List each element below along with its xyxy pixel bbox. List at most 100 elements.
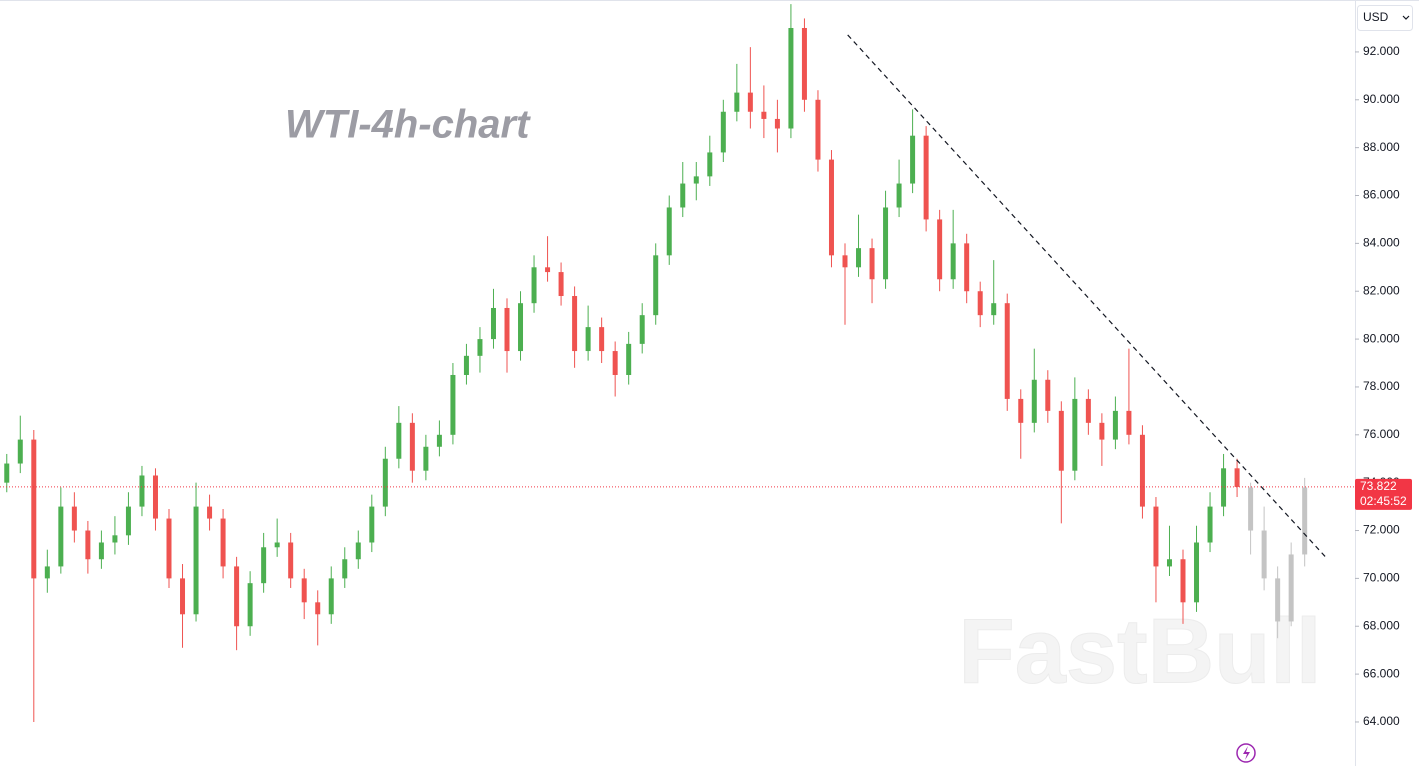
candle-body <box>734 92 740 112</box>
lightning-icon[interactable] <box>1236 743 1256 763</box>
candle-body <box>1166 559 1172 567</box>
y-tick-label: 90.000 <box>1363 92 1400 106</box>
candle-body <box>234 566 240 627</box>
candle-body <box>991 303 997 316</box>
candle-body <box>747 92 753 112</box>
candle-body <box>44 566 50 579</box>
candle-body <box>315 602 321 615</box>
candle-body <box>653 255 659 316</box>
candle-body <box>1085 398 1091 423</box>
trendline <box>847 34 1327 559</box>
candle-body <box>626 343 632 375</box>
last-price-label: 73.822 <box>1360 479 1397 493</box>
y-tick-label: 64.000 <box>1363 714 1400 728</box>
candle-body <box>58 506 64 567</box>
candle-body <box>288 542 294 579</box>
candle-body <box>1058 410 1064 471</box>
y-tick-label: 92.000 <box>1363 44 1400 58</box>
candle-body <box>612 351 618 375</box>
candle-body <box>720 111 726 153</box>
candle-body <box>680 183 686 208</box>
candle-body <box>247 583 253 627</box>
candle-body <box>504 307 510 352</box>
chart-title: WTI-4h-chart <box>285 103 531 147</box>
candle-body <box>1207 506 1213 543</box>
candle-body <box>125 506 131 536</box>
candle-body <box>261 547 267 584</box>
candle-body <box>666 207 672 256</box>
candle-body <box>910 135 916 184</box>
candle-body <box>463 355 469 375</box>
watermark: FastBull <box>959 600 1322 702</box>
candle-body <box>85 530 91 560</box>
candle-body <box>531 267 537 304</box>
projection-body <box>1288 554 1294 622</box>
y-tick-label: 82.000 <box>1363 283 1400 297</box>
dropdown-chevron <box>1402 15 1410 20</box>
candle-body <box>436 434 442 447</box>
y-tick-label: 88.000 <box>1363 140 1400 154</box>
y-tick-label: 68.000 <box>1363 618 1400 632</box>
candle-body <box>328 578 334 615</box>
candle-body <box>937 219 943 280</box>
candle-body <box>490 307 496 340</box>
projection-body <box>1275 578 1281 622</box>
currency-label[interactable]: USD <box>1363 10 1389 24</box>
candle-body <box>409 422 415 471</box>
candle-body <box>274 542 280 548</box>
candle-body <box>707 152 713 177</box>
candle-body <box>815 99 821 160</box>
projection-body <box>1302 487 1308 555</box>
candle-body <box>355 542 361 560</box>
candle-body <box>4 463 10 483</box>
candle-body <box>396 422 402 459</box>
candle-body <box>98 542 104 560</box>
candle-body <box>977 291 983 316</box>
candle-body <box>1180 559 1186 603</box>
candle-body <box>1221 468 1227 507</box>
candle-body <box>923 135 929 220</box>
candle-body <box>1126 410 1132 435</box>
candle-body <box>599 327 605 352</box>
candle-body <box>1234 468 1240 487</box>
candle-body <box>1194 542 1200 603</box>
candle-body <box>1031 379 1037 423</box>
candle-body <box>950 243 956 280</box>
candle-body <box>545 267 551 273</box>
candle-body <box>774 118 780 129</box>
candle-body <box>788 27 794 129</box>
candle-body <box>207 506 213 519</box>
y-tick-label: 84.000 <box>1363 236 1400 250</box>
candle-body <box>883 207 889 280</box>
projection-body <box>1261 530 1267 579</box>
candle-body <box>193 506 199 615</box>
candle-body <box>761 111 767 119</box>
y-tick-label: 86.000 <box>1363 188 1400 202</box>
candle-body <box>112 535 118 543</box>
candle-body <box>17 439 23 464</box>
candle-body <box>1112 410 1118 440</box>
candle-body <box>301 578 307 603</box>
price-label-box <box>1355 478 1412 510</box>
candle-body <box>801 27 807 100</box>
candle-body <box>896 183 902 208</box>
candle-body <box>1072 398 1078 471</box>
candle-body <box>477 339 483 356</box>
candle-body <box>369 506 375 543</box>
candle-body <box>71 506 77 531</box>
candle-body <box>220 518 226 567</box>
currency-select[interactable] <box>1357 5 1413 31</box>
projection-body <box>1248 487 1254 531</box>
candle-body <box>180 578 186 615</box>
candle-body <box>139 475 145 507</box>
candle-body <box>342 559 348 579</box>
candle-body <box>166 518 172 579</box>
candle-body <box>1004 303 1010 399</box>
y-tick-label: 72.000 <box>1363 523 1400 537</box>
candle-body <box>572 296 578 352</box>
candle-body <box>842 255 848 268</box>
candle-body <box>152 475 158 519</box>
candle-body <box>585 327 591 352</box>
candle-body <box>828 159 834 256</box>
